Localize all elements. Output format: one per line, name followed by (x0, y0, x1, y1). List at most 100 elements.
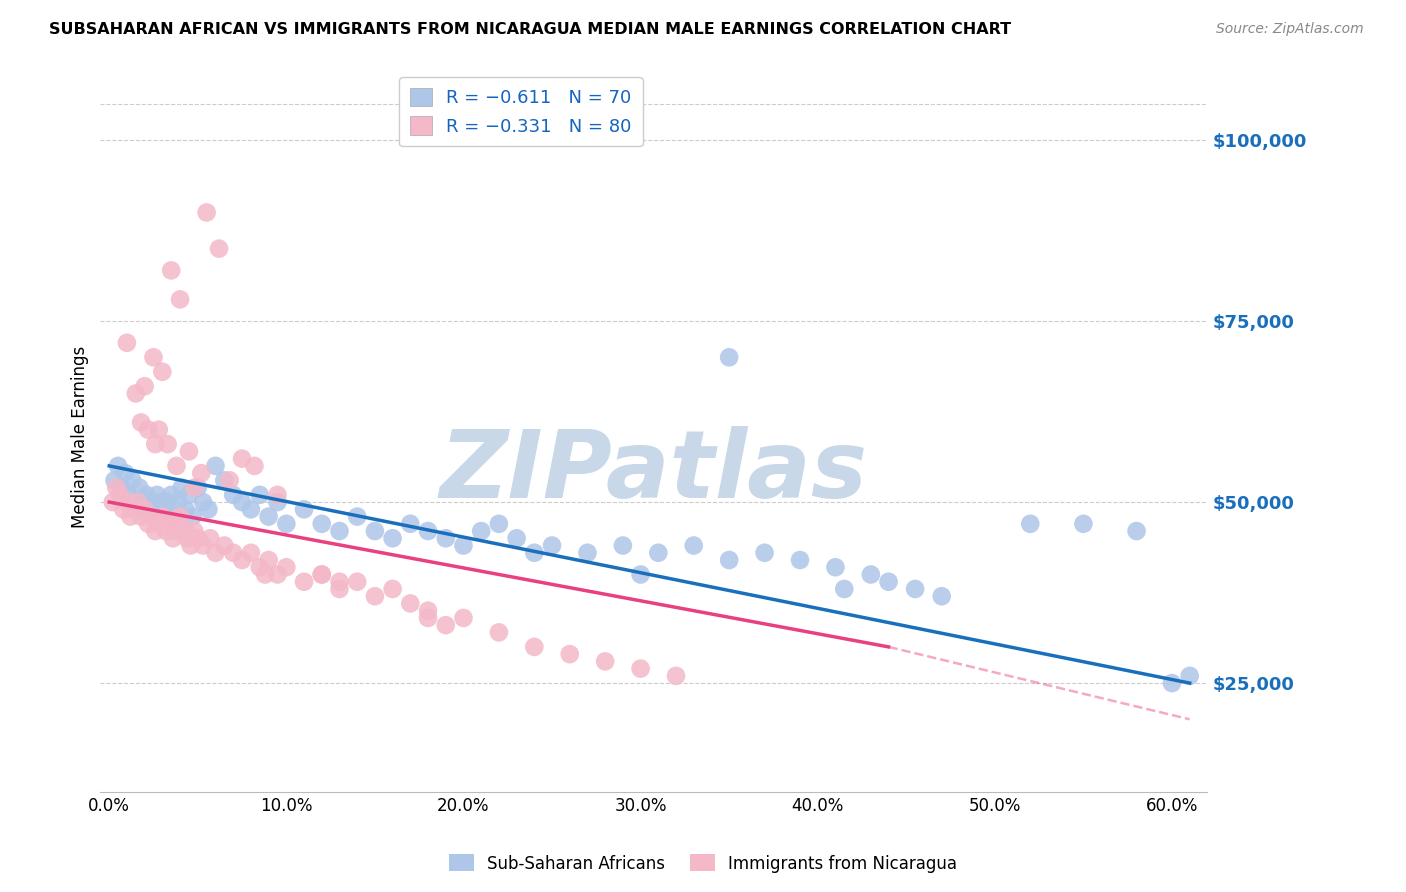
Point (630, 567, 652, 582)
Point (328, 574, 350, 589)
Point (266, 567, 288, 582)
Point (381, 582, 404, 596)
Point (249, 488, 271, 502)
Point (718, 553, 741, 567)
Point (142, 502, 165, 516)
Point (169, 509, 191, 524)
Point (167, 495, 190, 509)
Point (488, 625, 510, 640)
Point (162, 531, 184, 545)
Point (183, 481, 205, 495)
Point (399, 516, 422, 531)
Point (170, 481, 193, 495)
Point (231, 553, 253, 567)
Point (222, 546, 245, 560)
Point (1073, 516, 1095, 531)
Point (197, 502, 219, 516)
Point (257, 509, 280, 524)
Point (112, 502, 135, 516)
Point (118, 488, 141, 502)
Point (173, 524, 195, 538)
Point (180, 539, 202, 553)
Point (231, 451, 253, 466)
Point (166, 458, 188, 473)
Point (122, 502, 145, 516)
Text: Source: ZipAtlas.com: Source: ZipAtlas.com (1216, 22, 1364, 37)
Point (128, 481, 150, 495)
Point (311, 516, 333, 531)
Point (346, 509, 368, 524)
Point (276, 560, 298, 574)
Point (141, 509, 163, 524)
Point (166, 524, 188, 538)
Point (665, 669, 688, 683)
Point (328, 582, 350, 596)
Point (399, 597, 422, 611)
Point (176, 531, 198, 545)
Point (453, 611, 475, 625)
Point (120, 509, 142, 524)
Point (127, 495, 149, 509)
Point (243, 458, 266, 473)
Point (159, 516, 181, 531)
Point (416, 611, 439, 625)
Point (143, 437, 166, 451)
Point (434, 531, 457, 545)
Point (789, 553, 811, 567)
Point (904, 582, 927, 596)
Point (214, 474, 236, 488)
Point (824, 560, 846, 574)
Point (187, 481, 209, 495)
Point (859, 567, 882, 582)
Point (630, 662, 652, 676)
Point (143, 524, 166, 538)
Point (148, 516, 170, 531)
Point (558, 647, 581, 661)
Point (254, 567, 277, 582)
Point (505, 531, 527, 545)
Point (612, 539, 634, 553)
Point (115, 495, 138, 509)
Point (177, 444, 200, 458)
Point (754, 546, 776, 560)
Point (181, 509, 204, 524)
Point (139, 495, 162, 509)
Point (108, 488, 131, 502)
Legend: Sub-Saharan Africans, Immigrants from Nicaragua: Sub-Saharan Africans, Immigrants from Ni… (441, 847, 965, 880)
Point (125, 386, 148, 401)
Point (931, 589, 953, 603)
Point (222, 488, 245, 502)
Point (292, 574, 315, 589)
Text: SUBSAHARAN AFRICAN VS IMMIGRANTS FROM NICARAGUA MEDIAN MALE EARNINGS CORRELATION: SUBSAHARAN AFRICAN VS IMMIGRANTS FROM NI… (49, 22, 1011, 37)
Point (134, 502, 156, 516)
Point (105, 481, 128, 495)
Point (121, 474, 143, 488)
Point (156, 495, 179, 509)
Point (257, 553, 280, 567)
Point (160, 263, 183, 277)
Point (292, 502, 315, 516)
Point (266, 495, 288, 509)
Point (110, 481, 132, 495)
Point (191, 539, 214, 553)
Point (187, 531, 209, 545)
Point (204, 546, 226, 560)
Point (177, 488, 200, 502)
Point (416, 604, 439, 618)
Point (149, 495, 172, 509)
Point (153, 502, 176, 516)
Point (593, 654, 616, 668)
Point (160, 488, 183, 502)
Point (488, 516, 510, 531)
Point (718, 351, 741, 365)
Legend: R = −0.611   N = 70, R = −0.331   N = 80: R = −0.611 N = 70, R = −0.331 N = 80 (399, 77, 643, 146)
Point (134, 379, 156, 393)
Point (125, 495, 148, 509)
Point (523, 640, 546, 654)
Text: ZIPatlas: ZIPatlas (440, 426, 868, 518)
Point (115, 335, 138, 350)
Point (239, 546, 262, 560)
Point (1125, 524, 1147, 538)
Point (135, 488, 157, 502)
Point (208, 242, 231, 256)
